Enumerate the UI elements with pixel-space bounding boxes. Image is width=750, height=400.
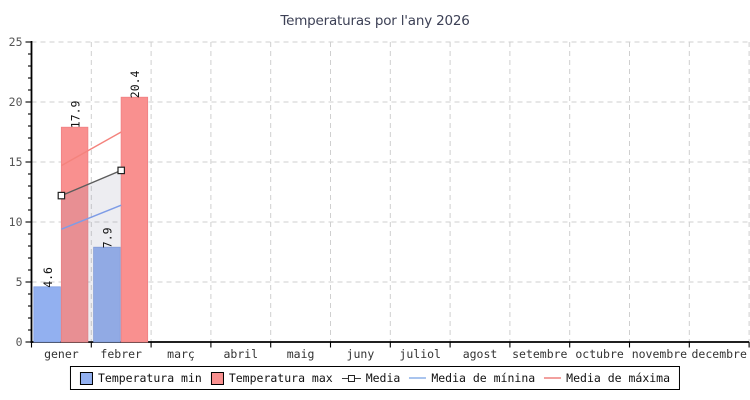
legend-item-media: Media: [341, 371, 401, 385]
media-area-fill: [61, 170, 122, 342]
x-category-label-setembre: setembre: [512, 347, 567, 361]
legend-bar-swatch: [79, 371, 93, 385]
bar-value-label-max-febrer: 20.4: [128, 70, 142, 98]
chart-legend: Temperatura min Temperatura max Media Media…: [69, 366, 681, 390]
line-media: [61, 169, 122, 197]
y-tick-label: 25: [9, 35, 23, 49]
y-tick-label: 10: [9, 215, 23, 229]
x-category-label-decembre: decembre: [692, 347, 747, 361]
x-category-label-novembre: novembre: [632, 347, 687, 361]
bar-min-gener: [33, 286, 61, 343]
media-marker: [117, 166, 126, 175]
x-category-label-gener: gener: [44, 347, 79, 361]
x-category-label-juliol: juliol: [399, 347, 441, 361]
x-category-label-agost: agost: [463, 347, 498, 361]
legend-label: Temperatura max: [228, 371, 333, 385]
x-category-label-juny: juny: [347, 347, 375, 361]
legend-line-swatch: [409, 377, 427, 379]
bar-value-label-max-gener: 17.9: [68, 100, 82, 128]
legend-line-swatch: [544, 377, 562, 379]
legend-item-temperatura-min: Temperatura min: [79, 371, 202, 385]
y-tick-label: 5: [16, 275, 23, 289]
y-tick-label: 15: [9, 155, 23, 169]
legend-label: Media: [365, 371, 401, 385]
bar-max-febrer: [120, 96, 149, 343]
x-category-label-abril: abril: [223, 347, 258, 361]
x-category-label-maig: maig: [287, 347, 315, 361]
chart-title: Temperaturas por l'any 2026: [280, 13, 470, 29]
line-media-maxima: [61, 131, 122, 167]
media-marker: [57, 191, 66, 200]
legend-item-temperatura-max: Temperatura max: [210, 371, 333, 385]
line-media-minima: [61, 204, 122, 230]
legend-label: Temperatura min: [97, 371, 202, 385]
legend-item-media-de-m-xima: Media de máxima: [544, 371, 670, 385]
legend-media-marker-icon: [341, 374, 361, 383]
legend-label: Media de máxima: [566, 371, 671, 385]
legend-item-media-de-m-nina: Media de mínina: [409, 371, 535, 385]
bar-value-label-min-gener: 4.6: [41, 267, 55, 288]
legend-label: Media de mínina: [431, 371, 536, 385]
bar-min-febrer: [93, 246, 121, 343]
x-category-label-febrer: febrer: [100, 347, 142, 361]
bar-value-label-min-febrer: 7.9: [101, 227, 115, 248]
legend-bar-swatch: [210, 371, 224, 385]
x-category-label-octubre: octubre: [575, 347, 624, 361]
y-tick-label: 20: [9, 95, 23, 109]
y-tick-label: 0: [16, 335, 23, 349]
x-category-label-març: març: [167, 347, 195, 361]
